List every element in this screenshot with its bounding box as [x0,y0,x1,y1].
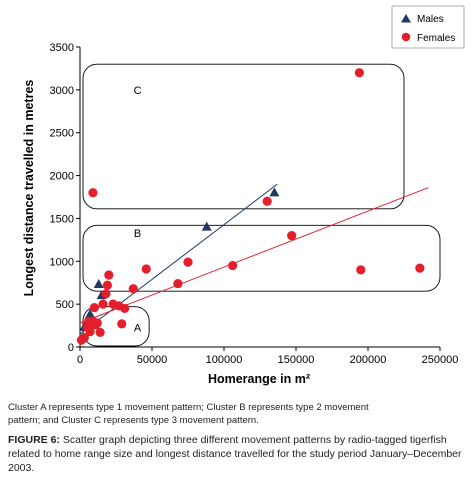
point-males-5 [269,187,280,197]
x-tick-label-100000: 100000 [206,354,243,366]
point-females-21 [173,278,183,289]
cluster-label-c: C [134,85,142,97]
legend-label-females: Females [417,33,455,44]
scatter-chart: A B C 0 500 1000 1500 2000 2500 3000 3500 0 50000 10… [22,5,465,386]
point-females-9 [92,318,102,328]
point-females-17 [117,319,127,329]
trendlines [79,183,429,335]
figure-text: Scatter graph depicting three different … [8,434,462,474]
point-females-7 [89,302,99,313]
point-females-25 [287,230,297,241]
point-females-14 [104,270,114,280]
x-tick-label-150000: 150000 [278,354,315,366]
y-tick-label-3000: 3000 [50,85,74,97]
x-axis-label: Homerange in m² [208,372,310,386]
legend: Males Females [391,5,465,49]
y-tick-label-1500: 1500 [50,213,74,225]
point-females-24 [262,196,272,206]
point-females-20 [141,264,151,274]
y-tick-label-2000: 2000 [50,171,74,183]
point-females-19 [128,284,138,294]
x-tick-label-200000: 200000 [350,354,387,366]
trendline-females [79,187,429,324]
point-females-1 [79,332,89,343]
cluster-box-b [82,224,441,292]
tick-labels: 0 500 1000 1500 2000 2500 3000 3500 0 50000 100000… [50,42,459,366]
caption-note-line2: pattern; and Cluster C represents type 3… [8,415,259,426]
x-tick-label-0: 0 [77,354,83,366]
legend-label-males: Males [417,14,444,25]
point-females-28 [415,263,425,273]
y-tick-label-1000: 1000 [50,256,74,268]
y-tick-label-0: 0 [68,342,74,354]
y-axis-label: Longest distance travelled in metres [22,80,36,297]
cluster-box-c [82,63,405,210]
x-tick-label-250000: 250000 [422,354,459,366]
legend-box [391,5,465,49]
point-females-27 [356,265,366,275]
point-females-29 [88,188,98,198]
point-females-11 [98,299,108,309]
point-females-13 [102,280,112,290]
figure-label: FIGURE 6: [8,434,60,446]
point-females-10 [95,327,105,338]
figure-caption: FIGURE 6: Scatter graph depicting three … [8,433,468,475]
trendline-males [79,183,278,335]
y-tick-label-500: 500 [56,299,74,311]
y-tick-label-3500: 3500 [50,42,74,54]
point-females-26 [354,68,364,78]
cluster-annotations: A B C [82,63,441,347]
chart-svg: A B C 0 500 1000 1500 2000 2500 3000 3500 0 50000 10… [22,5,465,386]
point-males-1 [85,309,96,319]
point-females-12 [101,289,111,299]
point-females-18 [120,303,130,314]
legend-marker-males [401,14,411,23]
point-females-22 [183,257,193,267]
point-males-2 [93,279,104,289]
y-tick-label-2500: 2500 [50,128,74,140]
point-females-23 [228,260,238,271]
legend-marker-females [401,32,411,42]
cluster-label-a: A [134,322,142,334]
point-males-4 [201,221,212,231]
cluster-label-b: B [134,228,141,240]
data-points [76,68,425,345]
axes [76,46,441,351]
x-tick-label-50000: 50000 [137,354,168,366]
caption-note-line1: Cluster A represents type 1 movement pat… [8,402,369,413]
